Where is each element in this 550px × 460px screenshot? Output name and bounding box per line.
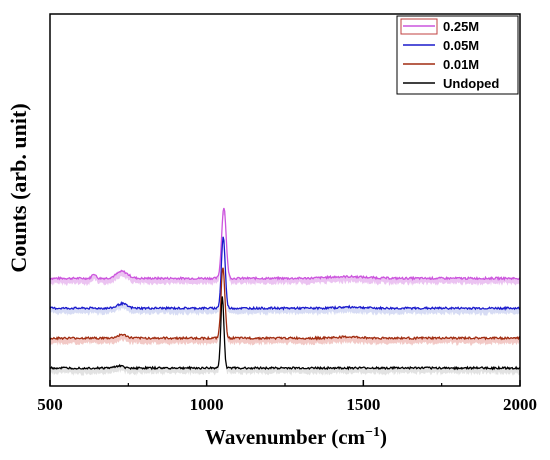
x-tick-label-2: 1500 [346, 395, 380, 414]
x-ticks: 500 1000 1500 2000 [37, 380, 537, 414]
series-fills [50, 208, 520, 376]
series-lines [49, 207, 521, 371]
x-axis-title-suffix: ) [380, 425, 387, 449]
x-tick-label-3: 2000 [503, 395, 537, 414]
legend-label-0: 0.25M [443, 19, 479, 34]
legend-highlight [400, 18, 438, 35]
legend-label-1: 0.05M [443, 38, 479, 53]
x-axis-title-superscript: −1 [365, 425, 380, 440]
x-axis-title: Wavenumber (cm−1) [205, 425, 387, 449]
series-line-1 [49, 236, 521, 311]
series-band-0 [50, 208, 520, 287]
legend-label-2: 0.01M [443, 57, 479, 72]
x-tick-label-0: 500 [37, 395, 63, 414]
legend-label-3: Undoped [443, 76, 499, 91]
legend: 0.25M 0.05M 0.01M Undoped [396, 15, 519, 95]
x-tick-label-1: 1000 [190, 395, 224, 414]
legend-box [396, 15, 519, 95]
series-line-2 [49, 267, 521, 341]
x-axis-title-text: Wavenumber (cm [205, 425, 366, 449]
series-line-0 [49, 207, 521, 282]
y-axis-title: Counts (arb. unit) [6, 103, 31, 272]
series-line-3 [49, 296, 521, 371]
